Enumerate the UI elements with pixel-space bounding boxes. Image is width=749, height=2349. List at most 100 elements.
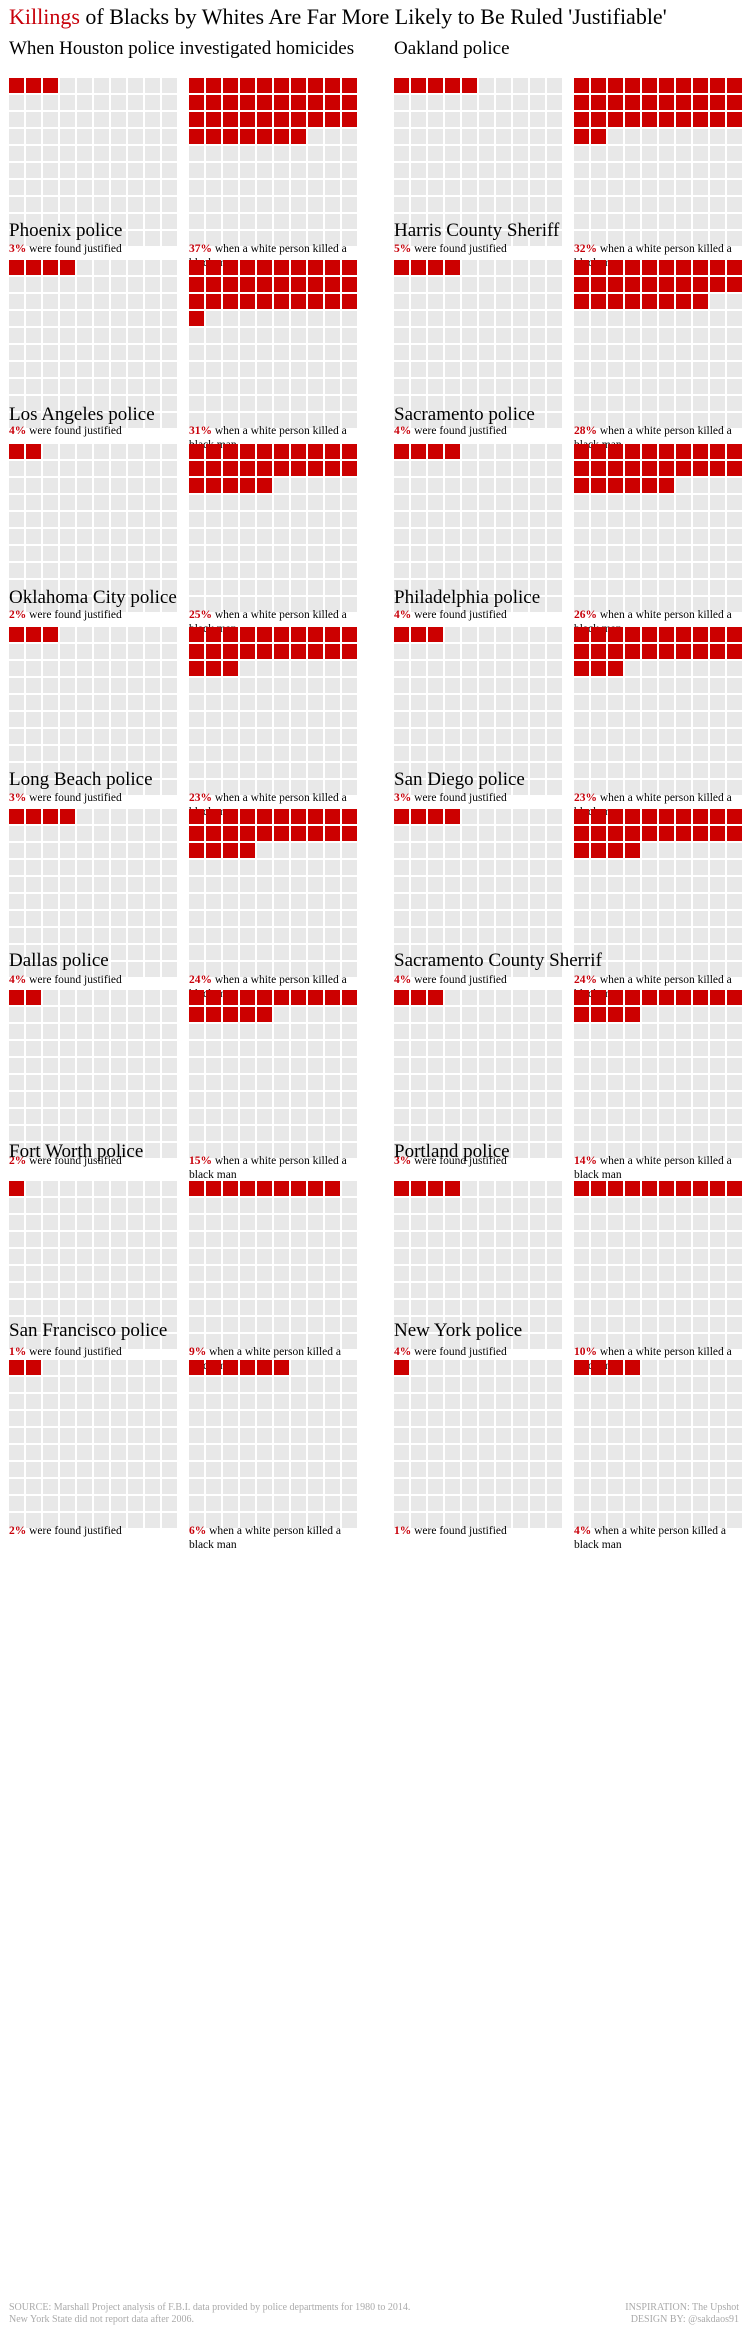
waffle-cell-empty (274, 1215, 289, 1230)
waffle-cell-empty (547, 1411, 562, 1426)
waffle-cell-empty (94, 877, 109, 892)
waffle-cell-empty (223, 1024, 238, 1039)
waffle-cell-empty (308, 860, 323, 875)
waffle-cell-empty (676, 1300, 691, 1315)
waffle-cell-filled (659, 78, 674, 93)
waffle-cell-empty (257, 1445, 272, 1460)
waffle-cell-filled (325, 260, 340, 275)
waffle-cell-filled (727, 444, 742, 459)
waffle-cell-empty (111, 112, 126, 127)
waffle-cell-empty (496, 112, 511, 127)
waffle-cell-empty (479, 1300, 494, 1315)
waffle-cell-empty (659, 146, 674, 161)
waffle-cell-empty (274, 163, 289, 178)
waffle-cell-empty (162, 413, 177, 428)
waffle-cell-empty (496, 413, 511, 428)
waffle-cell-empty (223, 396, 238, 411)
waffle-cell-empty (162, 396, 177, 411)
waffle-cell-empty (60, 1283, 75, 1298)
waffle-cell-empty (710, 478, 725, 493)
waffle-cell-filled (291, 294, 306, 309)
waffle-cell-empty (496, 95, 511, 110)
waffle-cell-empty (591, 1394, 606, 1409)
waffle-cell-empty (94, 627, 109, 642)
waffle-cell-empty (530, 877, 545, 892)
waffle-cell-empty (128, 1496, 143, 1511)
waffle-cell-empty (625, 746, 640, 761)
waffle-cell-empty (693, 345, 708, 360)
waffle-cell-empty (710, 1249, 725, 1264)
waffle-cell-empty (608, 396, 623, 411)
waffle-cell-empty (591, 311, 606, 326)
waffle-cell-filled (325, 277, 340, 292)
waffle-cell-empty (659, 763, 674, 778)
waffle-cell-empty (240, 1283, 255, 1298)
waffle-cell-empty (625, 1496, 640, 1511)
waffle-cell-empty (9, 512, 24, 527)
waffle-cell-empty (9, 911, 24, 926)
waffle-cell-empty (693, 231, 708, 246)
waffle-cell-empty (111, 1496, 126, 1511)
waffle-cell-empty (496, 843, 511, 858)
waffle-cell-empty (162, 1215, 177, 1230)
waffle-cell-filled (574, 461, 589, 476)
waffle-cell-filled (308, 95, 323, 110)
waffle-cell-filled (659, 277, 674, 292)
waffle-cell-empty (462, 809, 477, 824)
waffle-cell-empty (411, 146, 426, 161)
waffle-cell-empty (411, 763, 426, 778)
waffle-cell-empty (428, 311, 443, 326)
waffle-cell-empty (428, 163, 443, 178)
waffle-cell-empty (574, 1394, 589, 1409)
waffle-cell-empty (257, 780, 272, 795)
waffle-cell-empty (428, 729, 443, 744)
waffle-cell-empty (547, 1283, 562, 1298)
waffle-cell-empty (26, 328, 41, 343)
waffle-cell-empty (479, 1232, 494, 1247)
waffle-cell-empty (710, 695, 725, 710)
waffle-cell-empty (291, 563, 306, 578)
waffle-cell-empty (625, 396, 640, 411)
waffle-cell-empty (727, 180, 742, 195)
waffle-cell-empty (530, 1007, 545, 1022)
waffle-cell-empty (9, 362, 24, 377)
waffle-cell-empty (642, 146, 657, 161)
waffle-cell-empty (43, 945, 58, 960)
waffle-cell-empty (240, 860, 255, 875)
waffle-cell-empty (547, 180, 562, 195)
waffle-cell-empty (342, 1092, 357, 1107)
waffle-cell-empty (445, 1360, 460, 1375)
waffle-cell-empty (77, 678, 92, 693)
waffle-cell-empty (513, 1198, 528, 1213)
waffle-cell-empty (496, 328, 511, 343)
waffle-cell-empty (111, 1428, 126, 1443)
waffle-cell-empty (257, 328, 272, 343)
waffle-cell-empty (727, 1266, 742, 1281)
waffle-cell-empty (223, 1249, 238, 1264)
waffle-cell-empty (342, 678, 357, 693)
waffle-cell-empty (428, 214, 443, 229)
waffle-cell-empty (26, 563, 41, 578)
waffle-cell-empty (462, 328, 477, 343)
waffle-cell-empty (291, 1075, 306, 1090)
waffle-cell-empty (547, 746, 562, 761)
waffle-cell-empty (530, 695, 545, 710)
waffle-cell-empty (257, 1266, 272, 1281)
waffle-cell-empty (659, 180, 674, 195)
waffle-cell-empty (43, 461, 58, 476)
waffle-cell-empty (291, 231, 306, 246)
waffle-cell-empty (111, 1283, 126, 1298)
waffle-cell-filled (591, 78, 606, 93)
waffle-cell-empty (60, 712, 75, 727)
waffle-cell-empty (162, 1411, 177, 1426)
waffle-cell-empty (445, 1232, 460, 1247)
waffle-cell-empty (291, 580, 306, 595)
waffle-cell-filled (625, 990, 640, 1005)
waffle-cell-empty (530, 1377, 545, 1392)
waffle-cell-empty (462, 495, 477, 510)
waffle-cell-empty (659, 563, 674, 578)
waffle-cell-empty (60, 1266, 75, 1281)
panel-title: Sacramento County Sherrif (394, 950, 602, 971)
waffle-cell-empty (162, 1075, 177, 1090)
waffle-cell-empty (479, 1462, 494, 1477)
